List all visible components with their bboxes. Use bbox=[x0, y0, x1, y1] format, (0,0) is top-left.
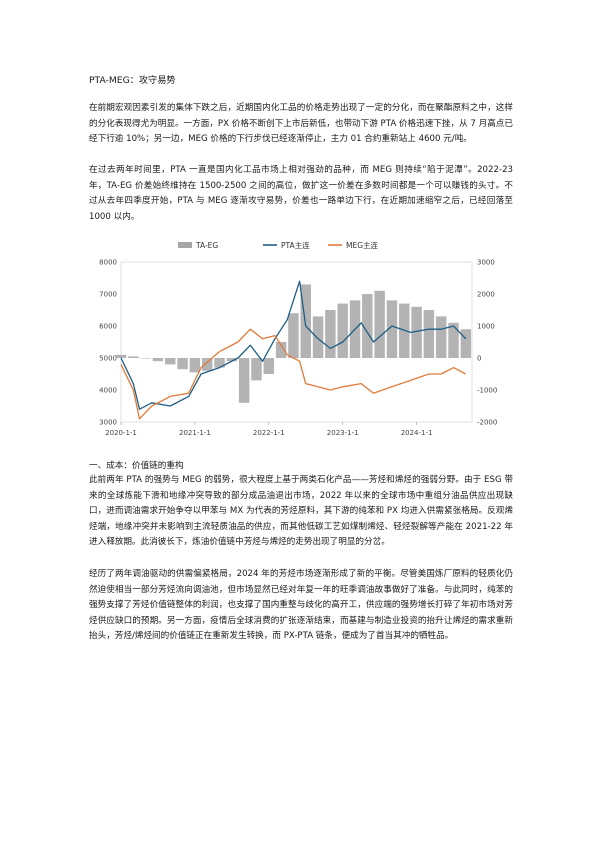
paragraph-2: 在过去两年时间里，PTA 一直是国内化工品市场上相对强劲的品种，而 MEG 则持… bbox=[89, 163, 513, 225]
paragraph-1: 在前期宏观因素引发的集体下跌之后，近期国内化工品的价格走势出现了一定的分化，而在… bbox=[89, 101, 513, 148]
ta-eg-bar bbox=[313, 316, 323, 358]
ta-eg-bar bbox=[251, 358, 261, 380]
ta-eg-bar bbox=[128, 356, 138, 358]
ta-eg-bar bbox=[337, 304, 347, 358]
ta-eg-bar bbox=[461, 329, 471, 358]
y-left-tick-label: 7000 bbox=[99, 291, 117, 299]
section-heading: 一、成本：价值链的重构 bbox=[89, 459, 184, 471]
ta-eg-bar bbox=[374, 291, 384, 358]
ta-eg-bar bbox=[239, 358, 249, 403]
ta-eg-bar bbox=[140, 358, 150, 359]
ta-eg-bar bbox=[436, 316, 446, 358]
y-right-tick-label: -1000 bbox=[477, 387, 497, 395]
ta-eg-bar bbox=[325, 310, 335, 358]
y-left-tick-label: 6000 bbox=[99, 323, 117, 331]
x-tick-label: 2023-1-1 bbox=[327, 429, 359, 437]
ta-eg-bar bbox=[165, 358, 175, 364]
y-right-tick-label: 0 bbox=[477, 355, 481, 363]
paragraph-3: 此前两年 PTA 的强势与 MEG 的弱势，很大程度上基于两类石化产品——芳烃和… bbox=[89, 473, 513, 551]
ta-eg-bar bbox=[264, 358, 274, 374]
ta-eg-bar bbox=[448, 323, 458, 358]
ta-eg-bar bbox=[177, 358, 187, 369]
y-right-tick-label: 3000 bbox=[477, 259, 495, 267]
legend-label: MEG主连 bbox=[346, 240, 379, 250]
x-tick-label: 2024-1-1 bbox=[401, 429, 433, 437]
ta-eg-bar bbox=[153, 358, 163, 361]
x-tick-label: 2020-1-1 bbox=[105, 429, 137, 437]
legend-swatch-ta-eg bbox=[178, 242, 192, 248]
y-right-tick-label: 2000 bbox=[477, 291, 495, 299]
ta-eg-bar bbox=[116, 355, 126, 358]
y-left-tick-label: 3000 bbox=[99, 419, 117, 427]
y-left-tick-label: 4000 bbox=[99, 387, 117, 395]
y-right-tick-label: 1000 bbox=[477, 323, 495, 331]
y-left-tick-label: 5000 bbox=[99, 355, 117, 363]
y-right-tick-label: -2000 bbox=[477, 419, 497, 427]
ta-eg-bar bbox=[190, 358, 200, 372]
legend-label: TA-EG bbox=[195, 241, 218, 250]
legend-label: PTA主连 bbox=[281, 240, 310, 250]
ta-eg-bar bbox=[424, 310, 434, 358]
ta-eg-bar bbox=[288, 313, 298, 358]
y-left-tick-label: 8000 bbox=[99, 259, 117, 267]
price-chart: 8000 7000 6000 5000 4000 3000 3000 2000 1000 0 -10… bbox=[88, 236, 508, 442]
page-title: PTA-MEG：攻守易势 bbox=[89, 72, 176, 86]
x-tick-label: 2021-1-1 bbox=[179, 429, 211, 437]
paragraph-4: 经历了两年调油驱动的供需偏紧格局，2024 年的芳烃市场逐渐形成了新的平衡。尽管… bbox=[89, 567, 513, 645]
x-tick-label: 2022-1-1 bbox=[253, 429, 285, 437]
